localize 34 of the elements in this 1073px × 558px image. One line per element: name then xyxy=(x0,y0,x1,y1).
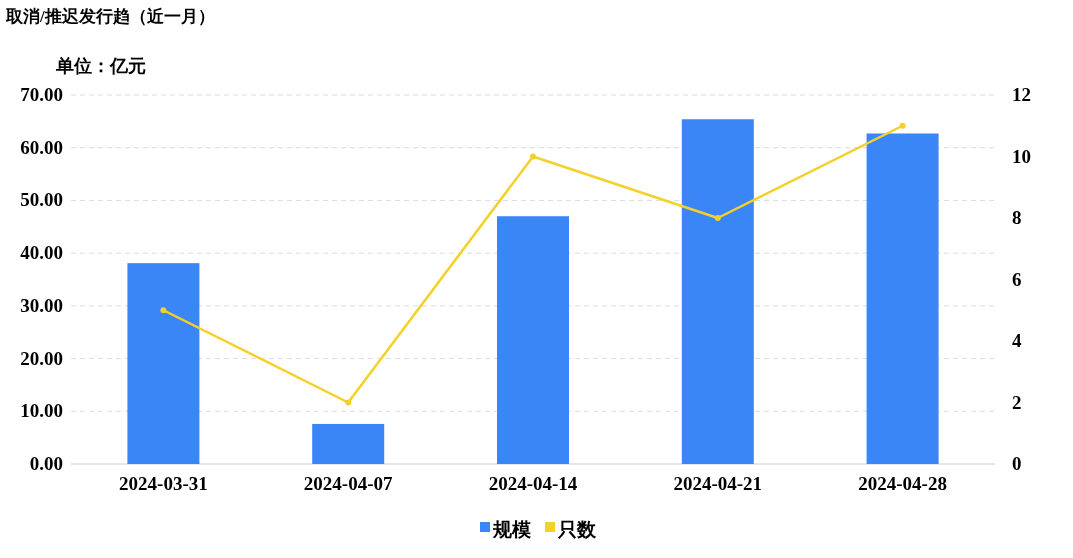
chart-title: 取消/推迟发行趋（近一月） xyxy=(5,7,215,26)
point xyxy=(714,215,721,221)
y-axis-title: 单位：亿元 xyxy=(55,56,146,76)
y-tick-label: 60.00 xyxy=(20,136,63,158)
bar xyxy=(681,119,754,464)
point xyxy=(345,399,352,406)
x-tick-label: 2024-04-21 xyxy=(673,473,763,494)
y-tick-label: 20.00 xyxy=(20,347,63,369)
bar xyxy=(497,216,569,464)
legend-label: 只数 xyxy=(557,519,597,540)
y-tick-label: 50.00 xyxy=(20,189,63,211)
y2-tick-label: 4 xyxy=(1012,330,1022,351)
point xyxy=(899,122,906,129)
x-tick-label: 2024-04-14 xyxy=(488,473,578,494)
bar xyxy=(312,423,385,464)
y2-tick-label: 6 xyxy=(1012,268,1022,290)
y2-tick-label: 8 xyxy=(1012,207,1022,228)
y-tick-label: 40.00 xyxy=(20,242,63,264)
y2-tick-label: 0 xyxy=(1012,453,1022,474)
x-tick-label: 2024-03-31 xyxy=(119,473,208,494)
y-tick-label: 10.00 xyxy=(20,400,63,422)
y2-tick-label: 2 xyxy=(1012,391,1022,413)
y-tick-label: 70.00 xyxy=(20,84,63,105)
point xyxy=(160,307,167,314)
x-tick-label: 2024-04-28 xyxy=(858,473,947,494)
y2-tick-label: 10 xyxy=(1012,145,1031,167)
point xyxy=(530,153,536,160)
bar xyxy=(127,263,200,464)
bar xyxy=(866,133,939,464)
y-tick-label: 0.00 xyxy=(29,453,63,474)
y-tick-label: 30.00 xyxy=(20,294,63,316)
y2-tick-label: 12 xyxy=(1012,84,1031,105)
x-tick-label: 2024-04-07 xyxy=(303,473,394,494)
legend-label: 规模 xyxy=(492,519,531,540)
